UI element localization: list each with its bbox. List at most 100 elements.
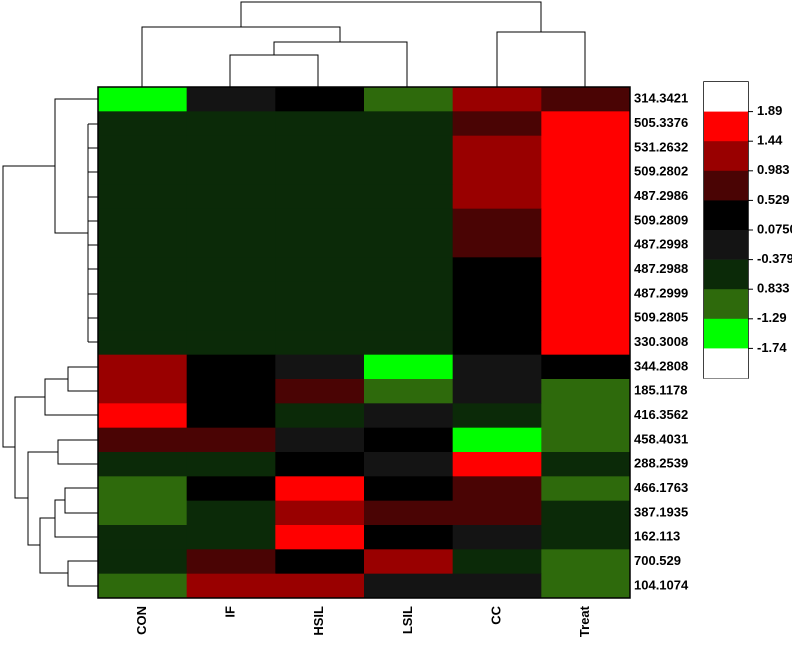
heatmap-cell xyxy=(452,135,542,161)
heatmap-cell xyxy=(452,549,542,575)
heatmap-cell xyxy=(541,379,631,404)
heatmap-cell xyxy=(98,476,188,502)
x-tick-label: LSIL xyxy=(400,606,415,634)
heatmap-border xyxy=(97,86,631,599)
heatmap-cell xyxy=(186,476,276,502)
column-dendrogram xyxy=(141,1,586,87)
heatmap-cell xyxy=(275,233,365,258)
dendrogram-branch xyxy=(54,98,98,343)
heatmap-cell xyxy=(275,500,365,526)
heatmap-cell xyxy=(98,525,188,550)
y-tick-label: 416.3562 xyxy=(634,407,688,422)
heatmap-cell xyxy=(186,281,276,307)
y-tick-label: 314.3421 xyxy=(634,91,688,106)
heatmap-cell xyxy=(364,160,454,185)
heatmap-cell xyxy=(98,354,188,380)
heatmap-cell xyxy=(275,573,365,599)
y-tick-label: 700.529 xyxy=(634,553,681,568)
heatmap-cell xyxy=(452,330,542,356)
dendrogram-branch xyxy=(2,165,98,587)
x-tick-label: IF xyxy=(222,606,237,618)
x-tick-label: HSIL xyxy=(311,606,326,636)
heatmap-cell xyxy=(364,135,454,161)
heatmap-cell xyxy=(275,403,365,429)
heatmap-cell xyxy=(541,208,631,234)
colorbar-bin xyxy=(704,230,748,260)
heatmap-cell xyxy=(275,306,365,331)
colorbar-bin xyxy=(704,200,748,231)
heatmap-cell xyxy=(364,257,454,283)
heatmap-cell xyxy=(541,135,631,161)
heatmap-cell xyxy=(186,573,276,599)
x-tick-label: Treat xyxy=(577,605,592,637)
row-dendrogram xyxy=(2,98,98,587)
heatmap-cell xyxy=(541,330,631,356)
heatmap-cell xyxy=(275,525,365,550)
colorbar-bin xyxy=(704,170,748,201)
heatmap-cell xyxy=(186,184,276,210)
heatmap-cell xyxy=(186,379,276,404)
heatmap-cell xyxy=(364,330,454,356)
heatmap-cell xyxy=(452,525,542,550)
heatmap-cell xyxy=(98,257,188,283)
heatmap-cell xyxy=(186,427,276,453)
heatmap-cell xyxy=(364,549,454,575)
heatmap-cell xyxy=(98,208,188,234)
heatmap-cell xyxy=(452,208,542,234)
heatmap-cell xyxy=(186,87,276,112)
heatmap-cell xyxy=(98,573,188,599)
heatmap-cell xyxy=(364,476,454,502)
heatmap-cell xyxy=(364,379,454,404)
y-tick-label: 104.1074 xyxy=(634,577,689,592)
heatmap-cell xyxy=(452,403,542,429)
y-tick-label: 162.113 xyxy=(634,529,680,544)
heatmap-cell xyxy=(541,573,631,599)
heatmap-cell xyxy=(364,403,454,429)
heatmap-cell xyxy=(541,111,631,137)
dendrogram-branch xyxy=(141,1,586,87)
heatmap-cell xyxy=(364,500,454,526)
heatmap-cell xyxy=(364,87,454,112)
heatmap-cell xyxy=(452,476,542,502)
heatmap-cell xyxy=(452,452,542,477)
heatmap-cell xyxy=(541,87,631,112)
heatmap-cell xyxy=(541,476,631,502)
heatmap-cell xyxy=(98,379,188,404)
y-tick-label: 288.2539 xyxy=(634,456,688,471)
heatmap-cell xyxy=(452,573,542,599)
heatmap-cell xyxy=(275,379,365,404)
heatmap-cell xyxy=(98,549,188,575)
heatmap-cell xyxy=(541,233,631,258)
heatmap-cell xyxy=(364,573,454,599)
y-tick-label: 466.1763 xyxy=(634,480,688,495)
y-tick-label: 505.3376 xyxy=(634,115,688,130)
y-tick-label: 344.2808 xyxy=(634,358,688,373)
colorbar-tick-label: 0.983 xyxy=(757,162,790,177)
heatmap-cell xyxy=(275,111,365,137)
y-tick-label: 487.2986 xyxy=(634,188,688,203)
heatmap-cell xyxy=(452,500,542,526)
y-tick-label: 509.2802 xyxy=(634,164,688,179)
heatmap-cell xyxy=(186,525,276,550)
heatmap-cell xyxy=(98,233,188,258)
heatmap-cell xyxy=(275,476,365,502)
heatmap-cell xyxy=(364,281,454,307)
colorbar-tick-label: -1.74 xyxy=(757,340,787,355)
heatmap-cell xyxy=(275,135,365,161)
heatmap-cell xyxy=(275,257,365,283)
heatmap-cell xyxy=(186,354,276,380)
heatmap-cell xyxy=(452,306,542,331)
heatmap-cell xyxy=(98,135,188,161)
heatmap-cell xyxy=(98,184,188,210)
colorbar-bin xyxy=(704,289,748,320)
colorbar-tick-label: 0.0750 xyxy=(757,221,792,236)
heatmap-cell xyxy=(275,427,365,453)
heatmap-cell xyxy=(541,281,631,307)
y-tick-label: 509.2805 xyxy=(634,310,688,325)
heatmap-cell xyxy=(275,549,365,575)
y-tick-label: 487.2988 xyxy=(634,261,688,276)
colorbar-tick-label: 0.833 xyxy=(757,281,790,296)
heatmap-cell xyxy=(275,452,365,477)
heatmap-cell xyxy=(541,500,631,526)
